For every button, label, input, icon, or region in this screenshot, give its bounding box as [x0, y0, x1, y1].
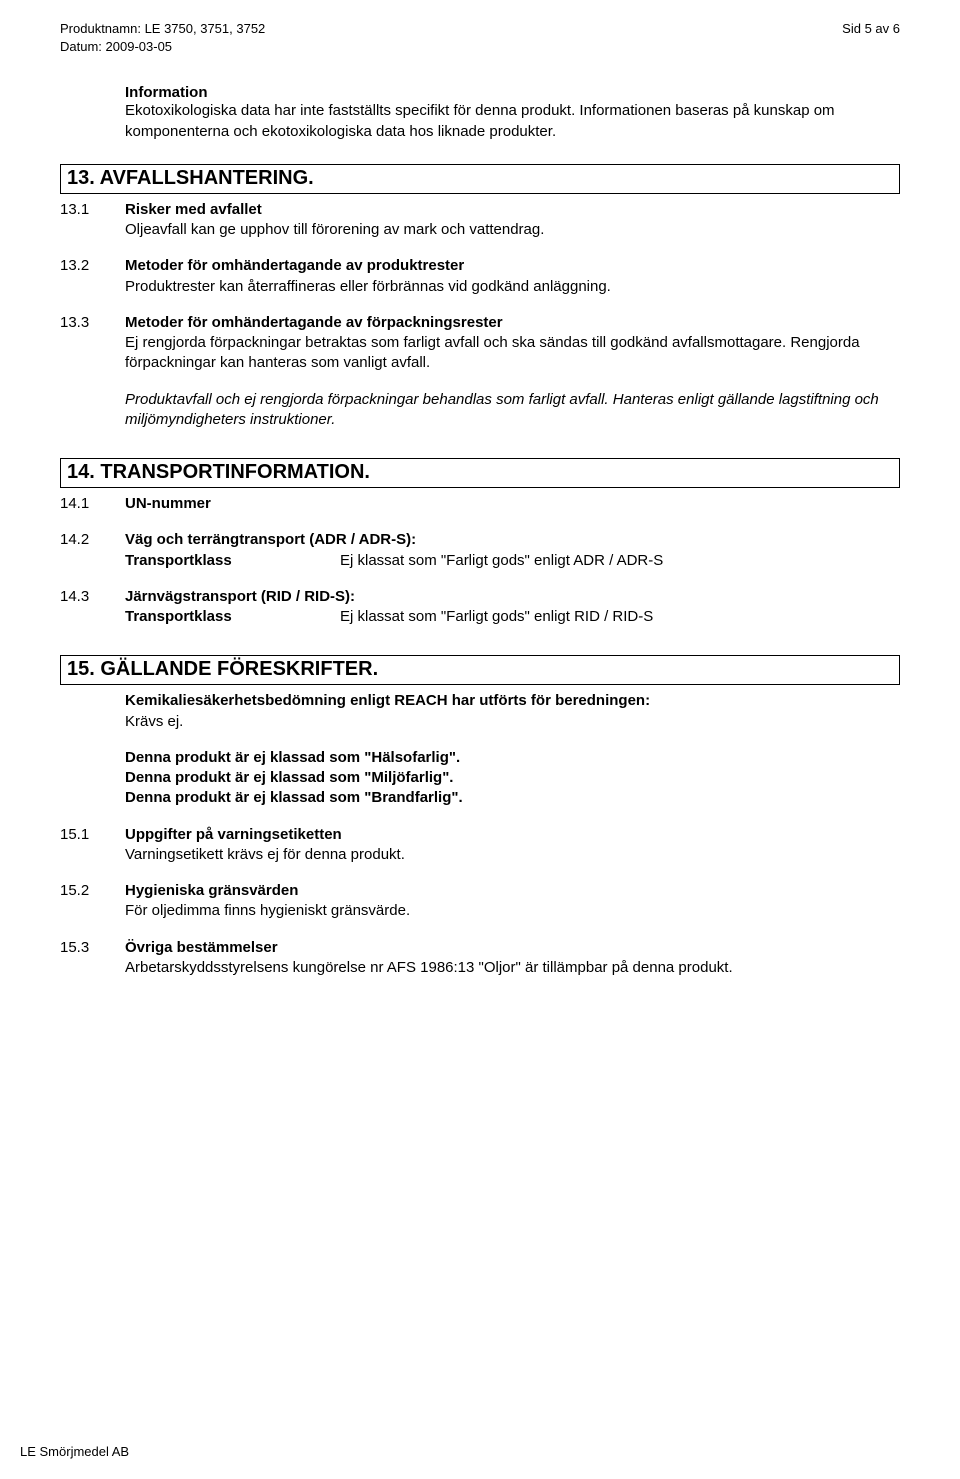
header-left: Produktnamn: LE 3750, 3751, 3752 Datum: … — [60, 20, 265, 56]
product-name-value: LE 3750, 3751, 3752 — [145, 21, 266, 36]
subsection-number: 14.3 — [60, 587, 125, 628]
subsection-13-2: 13.2 Metoder för omhändertagande av prod… — [125, 256, 900, 297]
subsection-14-2: 14.2 Väg och terrängtransport (ADR / ADR… — [125, 530, 900, 571]
reach-assessment-value: Krävs ej. — [125, 712, 900, 732]
subsection-number: 13.2 — [60, 256, 125, 297]
information-body: Ekotoxikologiska data har inte fastställ… — [125, 101, 900, 142]
section-15-intro: Kemikaliesäkerhetsbedömning enligt REACH… — [125, 691, 900, 732]
subsection-body: För oljedimma finns hygieniskt gränsvärd… — [125, 901, 900, 921]
page-number: Sid 5 av 6 — [842, 21, 900, 36]
classification-line: Denna produkt är ej klassad som "Miljöfa… — [125, 768, 900, 788]
subsection-number: 14.1 — [60, 494, 125, 514]
footer-company: LE Smörjmedel AB — [20, 1444, 129, 1459]
header-right: Sid 5 av 6 — [842, 20, 900, 56]
subsection-title: Hygieniska gränsvärden — [125, 881, 900, 901]
date-label: Datum: — [60, 39, 102, 54]
date-value: 2009-03-05 — [106, 39, 173, 54]
subsection-13-1: 13.1 Risker med avfallet Oljeavfall kan … — [125, 200, 900, 241]
transport-class-value: Ej klassat som "Farligt gods" enligt RID… — [340, 607, 900, 627]
subsection-15-1: 15.1 Uppgifter på varningsetiketten Varn… — [125, 825, 900, 866]
subsection-title: Metoder för omhändertagande av förpackni… — [125, 313, 900, 333]
subsection-14-3: 14.3 Järnvägstransport (RID / RID-S): Tr… — [125, 587, 900, 628]
page: Produktnamn: LE 3750, 3751, 3752 Datum: … — [0, 0, 960, 1479]
reach-assessment-label: Kemikaliesäkerhetsbedömning enligt REACH… — [125, 691, 900, 711]
content: Information Ekotoxikologiska data har in… — [60, 84, 900, 978]
section-15-classification: Denna produkt är ej klassad som "Hälsofa… — [125, 748, 900, 809]
subsection-number: 15.3 — [60, 938, 125, 979]
subsection-number: 15.2 — [60, 881, 125, 922]
subsection-15-3: 15.3 Övriga bestämmelser Arbetarskyddsst… — [125, 938, 900, 979]
information-block: Information Ekotoxikologiska data har in… — [125, 84, 900, 142]
section-14-header: 14. TRANSPORTINFORMATION. — [60, 458, 900, 488]
transport-class-key: Transportklass — [125, 607, 340, 627]
subsection-title: UN-nummer — [125, 494, 900, 514]
subsection-body: Oljeavfall kan ge upphov till förorening… — [125, 220, 900, 240]
section-15-header: 15. GÄLLANDE FÖRESKRIFTER. — [60, 655, 900, 685]
classification-line: Denna produkt är ej klassad som "Brandfa… — [125, 788, 900, 808]
subsection-body: Varningsetikett krävs ej för denna produ… — [125, 845, 900, 865]
subsection-title: Uppgifter på varningsetiketten — [125, 825, 900, 845]
subsection-body: Arbetarskyddsstyrelsens kungörelse nr AF… — [125, 958, 900, 978]
transport-class-key: Transportklass — [125, 551, 340, 571]
subsection-14-1: 14.1 UN-nummer — [125, 494, 900, 514]
subsection-number: 15.1 — [60, 825, 125, 866]
subsection-body: Produktrester kan återraffineras eller f… — [125, 277, 900, 297]
subsection-13-3: 13.3 Metoder för omhändertagande av förp… — [125, 313, 900, 374]
subsection-title: Järnvägstransport (RID / RID-S): — [125, 587, 900, 607]
product-name-label: Produktnamn: — [60, 21, 141, 36]
classification-line: Denna produkt är ej klassad som "Hälsofa… — [125, 748, 900, 768]
subsection-15-2: 15.2 Hygieniska gränsvärden För oljedimm… — [125, 881, 900, 922]
information-label: Information — [125, 84, 900, 101]
subsection-title: Risker med avfallet — [125, 200, 900, 220]
transport-class-value: Ej klassat som "Farligt gods" enligt ADR… — [340, 551, 900, 571]
subsection-number: 13.3 — [60, 313, 125, 374]
subsection-title: Metoder för omhändertagande av produktre… — [125, 256, 900, 276]
section-13-note: Produktavfall och ej rengjorda förpackni… — [125, 390, 900, 431]
page-header: Produktnamn: LE 3750, 3751, 3752 Datum: … — [60, 20, 900, 56]
subsection-body: Ej rengjorda förpackningar betraktas som… — [125, 333, 900, 374]
subsection-number: 13.1 — [60, 200, 125, 241]
subsection-title: Övriga bestämmelser — [125, 938, 900, 958]
subsection-title: Väg och terrängtransport (ADR / ADR-S): — [125, 530, 900, 550]
section-13-header: 13. AVFALLSHANTERING. — [60, 164, 900, 194]
subsection-number: 14.2 — [60, 530, 125, 571]
